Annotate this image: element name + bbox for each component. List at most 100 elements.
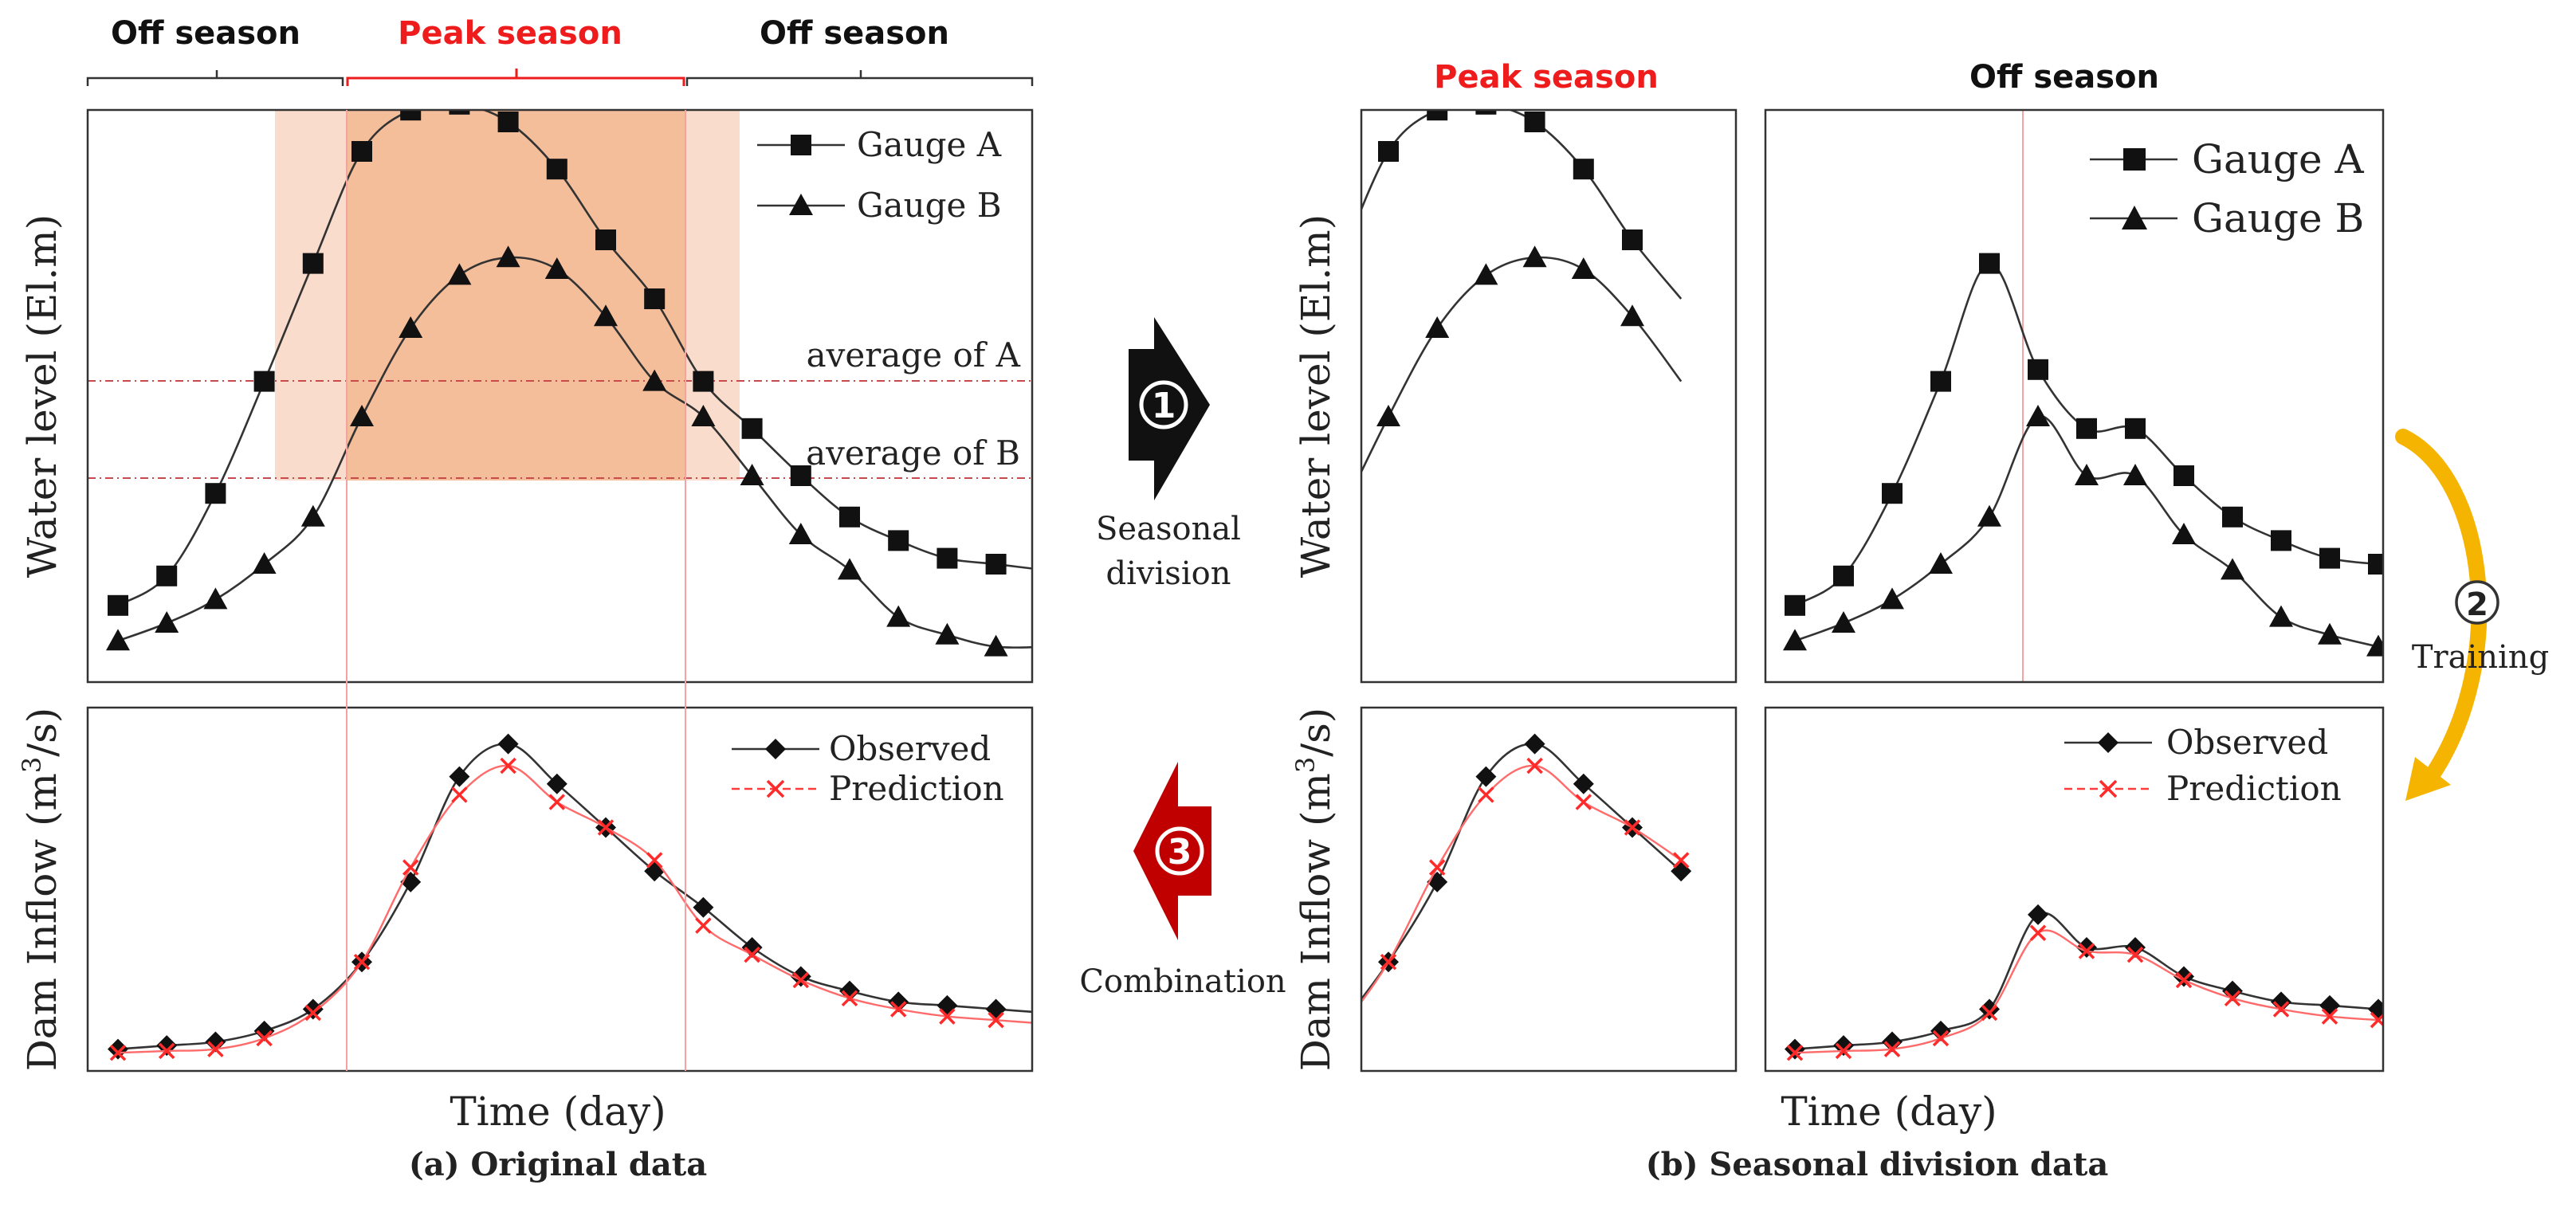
right-peak-inflow-series [1361,733,1692,1004]
off-season-left-label: Off season [111,15,300,52]
right-off-water-axes [1764,108,2385,684]
off-season-right-label: Off season [760,15,949,52]
step3-number: 3 [1168,832,1192,873]
point-gauge-b-17 [935,622,960,645]
point-observed-4 [302,998,324,1020]
left-inflow-chart: Observed Prediction Dam Inflow (m3/s) [17,706,1034,1073]
point-observed-7 [1475,766,1497,787]
point-gauge-b-5 [2026,405,2050,426]
point-prediction-6 [402,859,419,876]
point-prediction-4 [304,1004,322,1022]
legend-triangle-marker-right [2122,206,2147,229]
point-observed-18 [985,998,1007,1020]
point-prediction-7 [1478,786,1494,803]
right-off-inflow-series [1785,904,2383,1061]
bracket-off-right [685,76,1034,86]
right-off-inflow-chart: Observed Prediction [1764,706,2385,1073]
point-prediction-5 [2029,924,2047,941]
point-prediction-0 [1786,1044,1804,1061]
point-prediction-9 [1575,794,1592,810]
point-prediction-11 [2321,1008,2338,1025]
point-gauge-a-6 [400,110,422,121]
legend-triangle-marker [789,194,813,215]
point-prediction-18 [988,1011,1004,1029]
series-line-observed [1361,743,1683,1002]
point-prediction-9 [2224,990,2241,1007]
point-observed-16 [888,991,909,1013]
point-prediction-4 [1981,1004,1998,1022]
point-gauge-a-0 [108,594,128,616]
point-prediction-6 [2078,943,2095,959]
legend-gauge-a-right: Gauge A [2192,136,2364,182]
legend-prediction: Prediction [829,769,1004,808]
point-gauge-b-2 [1880,587,1904,610]
point-gauge-b-9 [1571,257,1596,279]
point-observed-12 [2368,998,2383,1020]
point-prediction-14 [792,971,810,989]
point-gauge-b-10 [594,304,618,327]
point-gauge-a-6 [2076,418,2097,439]
right-off-water-series [1783,253,2383,657]
point-observed-0 [108,1038,128,1060]
point-gauge-b-1 [1832,611,1855,633]
right-inflow-legend: Observed Prediction [2064,723,2342,808]
point-observed-0 [1785,1038,1805,1060]
point-prediction-12 [2370,1011,2383,1029]
point-gauge-a-9 [546,159,567,180]
legend-gauge-b: Gauge B [857,186,1002,225]
right-peak-inflow-chart: Dam Inflow (m3/s) [1290,706,1738,1073]
point-prediction-1 [1835,1042,1852,1060]
point-prediction-11 [1672,852,1690,869]
legend-x-marker-right [2099,779,2118,798]
point-gauge-b-12 [691,405,716,426]
point-prediction-8 [500,757,516,775]
point-gauge-a-11 [644,288,666,309]
point-gauge-b-8 [1522,245,1547,268]
right-peak-inflow-axes [1360,706,1738,1073]
point-gauge-a-15 [839,506,860,528]
point-prediction-1 [158,1042,175,1060]
point-gauge-b-13 [740,464,764,485]
point-gauge-a-0 [1785,594,1805,616]
point-prediction-13 [744,946,760,963]
point-gauge-b-7 [2123,464,2147,485]
left-inflow-series [108,733,1032,1061]
series-line-gauge-b [1361,256,1683,474]
point-gauge-a-1 [1833,565,1854,586]
left-water-axes [86,108,1034,684]
point-gauge-a-17 [937,547,958,569]
legend-square-marker [791,135,811,155]
point-gauge-a-10 [595,229,616,250]
point-gauge-a-5 [2028,359,2048,380]
series-line-prediction [1361,764,1682,1004]
point-gauge-b-9 [544,257,569,279]
step1-label-line1: Seasonal [1096,511,1241,547]
point-gauge-b-4 [300,504,325,527]
point-observed-8 [1524,733,1545,755]
point-gauge-b-12 [2366,634,2383,657]
point-gauge-a-4 [1979,253,2000,274]
point-gauge-b-6 [2075,464,2099,485]
step2-arrow: 2 [2395,429,2499,801]
point-observed-12 [693,896,714,918]
point-prediction-12 [695,917,712,934]
point-observed-11 [2319,994,2340,1016]
right-peak-water-series [1361,110,1683,474]
left-inflow-axes [86,706,1034,1073]
point-prediction-2 [1883,1041,1901,1057]
point-gauge-b-3 [1929,552,1953,574]
point-gauge-b-16 [886,605,911,627]
point-observed-5 [2028,904,2048,925]
point-gauge-a-10 [2271,530,2291,551]
series-line-prediction [117,764,1032,1054]
right-off-inflow-axes [1764,706,2385,1073]
avg-b-label: average of B [806,433,1020,473]
point-gauge-a-10 [1622,229,1643,250]
point-gauge-b-10 [2269,605,2293,627]
point-gauge-a-2 [1882,483,1903,504]
point-gauge-b-5 [1376,405,1400,426]
series-line-observed [1794,912,2379,1050]
point-prediction-16 [889,1001,907,1018]
step3-arrow: 3 [1133,762,1211,940]
